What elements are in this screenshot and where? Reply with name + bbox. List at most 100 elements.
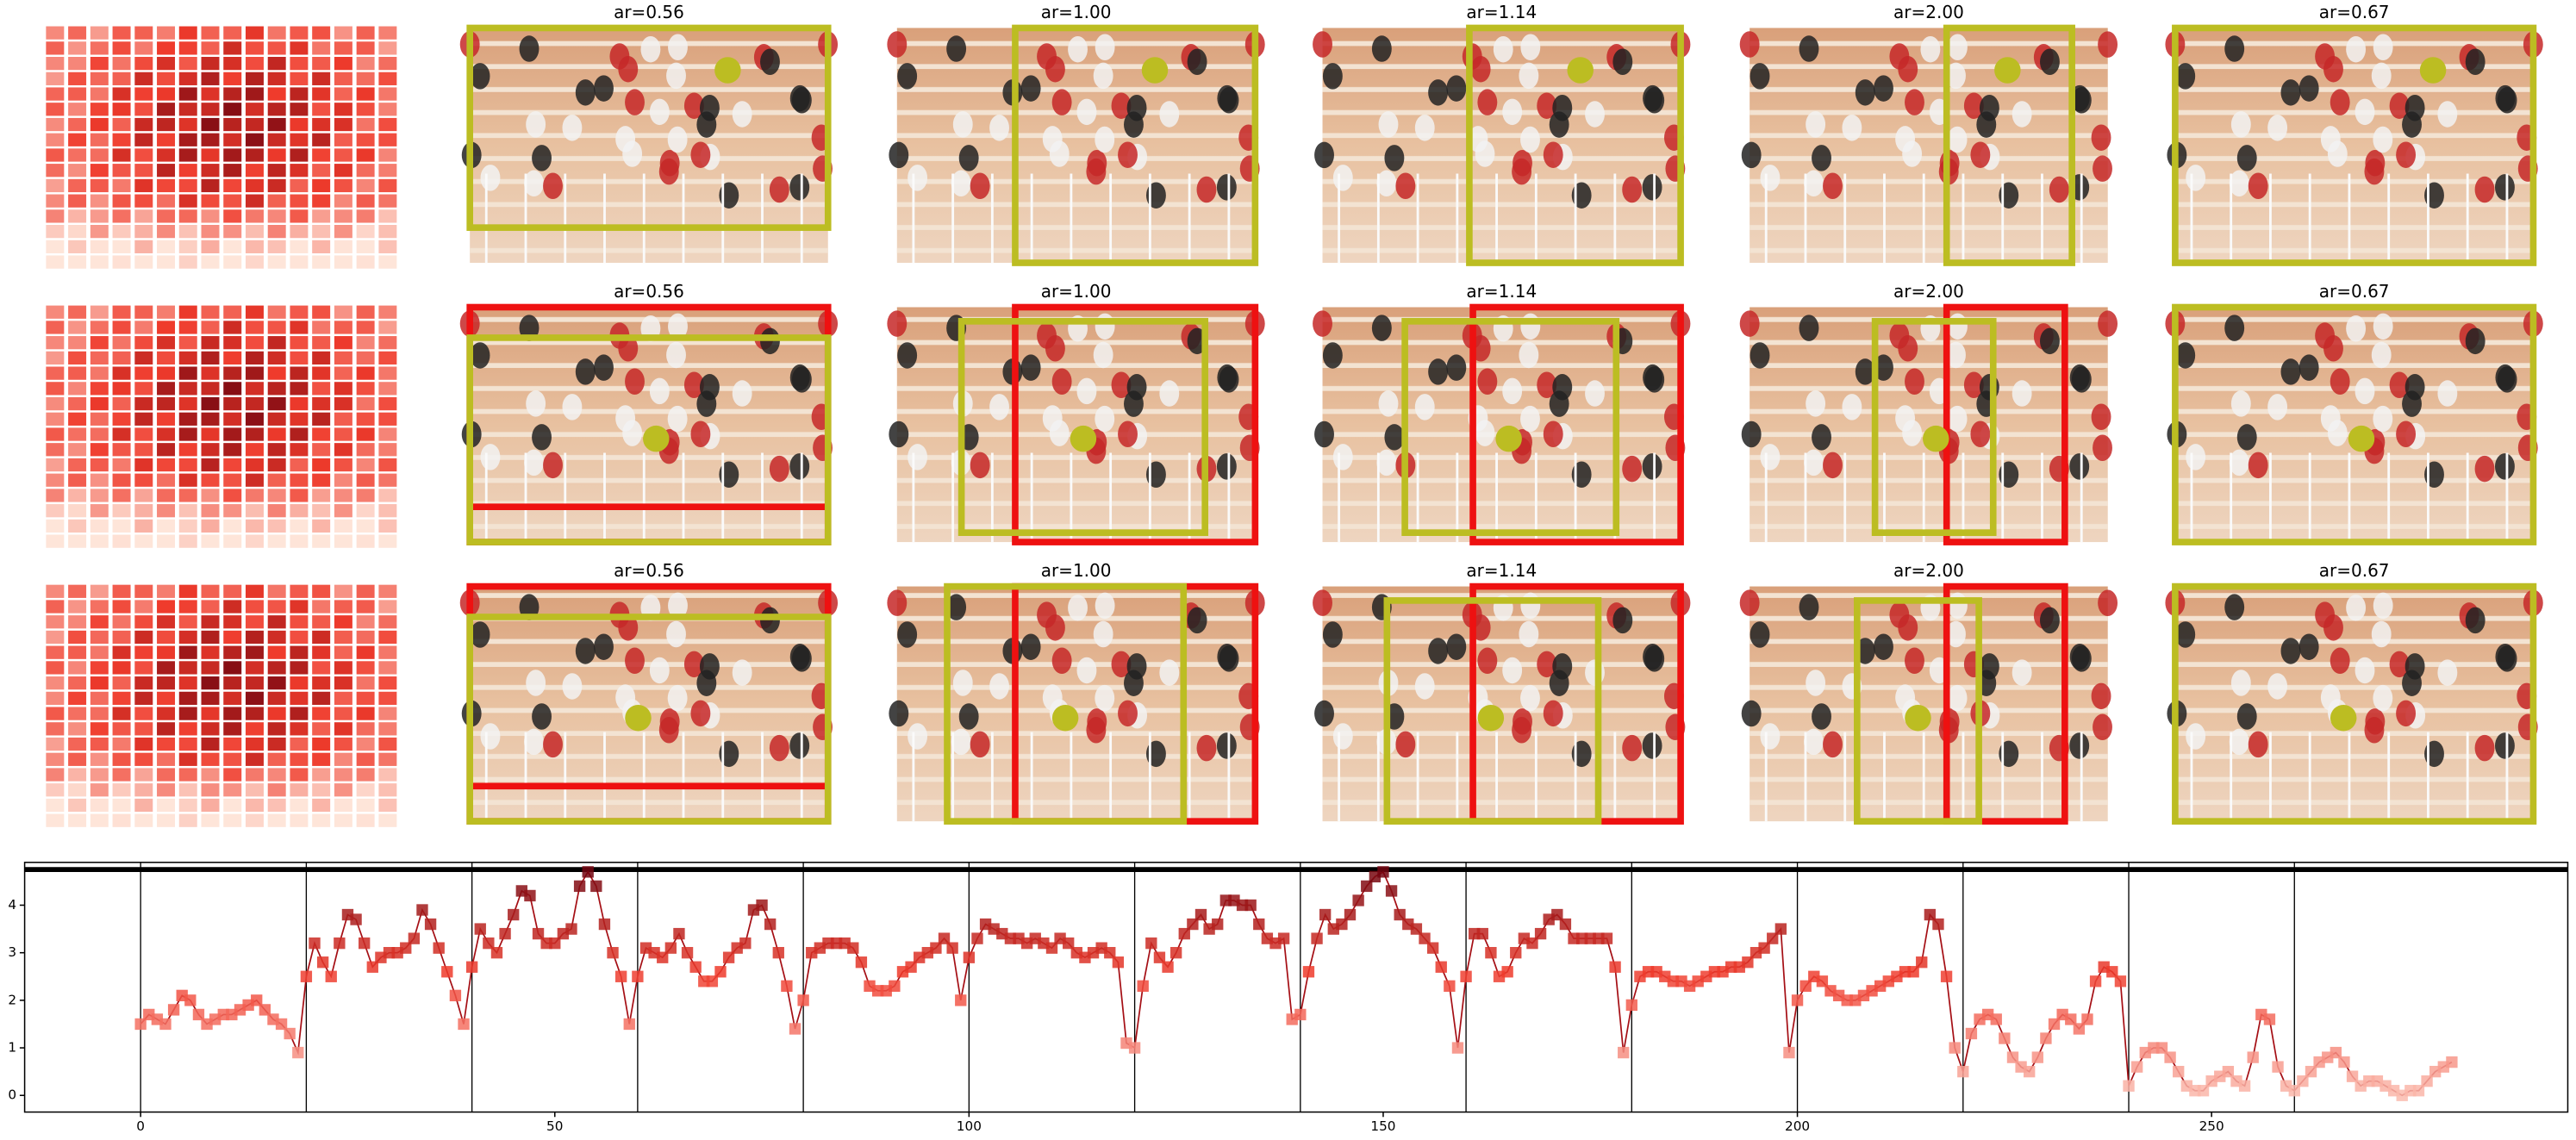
photo-person	[1895, 684, 1916, 711]
heatmap-cell	[378, 336, 397, 350]
heatmap-cell	[201, 783, 220, 797]
heatmap-cell	[134, 798, 153, 813]
heatmap-cell	[112, 676, 131, 690]
heatmap-cell	[378, 240, 397, 253]
photo-person	[1095, 34, 1115, 61]
heatmap-cell	[112, 798, 131, 813]
heatmap-cell	[157, 813, 176, 827]
photo-person	[1823, 452, 1843, 479]
marker	[508, 908, 520, 921]
photo-person	[2098, 310, 2118, 337]
heatmap-cell	[46, 26, 65, 40]
heatmap-cell	[356, 534, 375, 548]
heatmap-cell	[334, 676, 352, 690]
x-tick-label: 250	[2199, 1118, 2224, 1134]
heatmap-cell	[178, 768, 197, 782]
panel-title: ar=1.14	[1466, 560, 1537, 581]
photo-person	[1216, 453, 1237, 480]
photo-person	[1322, 621, 1343, 648]
heatmap-cell	[245, 600, 264, 614]
photo-person	[1219, 87, 1239, 114]
heatmap-cell	[68, 117, 87, 132]
heatmap-cell	[378, 56, 397, 71]
heatmap-cell	[46, 707, 65, 720]
photo-person	[1118, 141, 1138, 168]
panel-title: ar=1.00	[1041, 281, 1112, 302]
heatmap-cell	[223, 305, 242, 319]
heatmap-cell	[223, 752, 242, 766]
box	[1383, 597, 1602, 825]
heatmap-cell	[68, 645, 87, 659]
heatmap-cell	[245, 504, 264, 518]
heatmap-cell	[312, 813, 331, 827]
photo-person	[1118, 700, 1138, 727]
heatmap-cell	[290, 255, 309, 269]
heatmap-cell	[201, 117, 220, 132]
marker	[2305, 1065, 2317, 1078]
heatmap-cell	[356, 26, 375, 40]
heatmap-cell	[90, 56, 109, 71]
photo-person	[1051, 647, 1072, 675]
photo-person	[1963, 371, 1984, 399]
photo-person	[1585, 659, 1605, 686]
marker	[316, 956, 329, 969]
photo-person	[1037, 322, 1057, 349]
photo-person	[699, 374, 720, 401]
heatmap-cell	[245, 148, 264, 162]
marker	[673, 927, 685, 940]
heatmap-cell	[245, 783, 264, 797]
photo-person	[1371, 315, 1392, 341]
heatmap-cell	[267, 133, 286, 146]
heatmap-cell	[178, 412, 197, 426]
heatmap-cell	[290, 600, 309, 614]
heatmap-cell	[378, 224, 397, 239]
panel-title: ar=0.67	[2319, 281, 2390, 302]
heatmap-cell	[112, 224, 131, 239]
heatmap-cell	[68, 584, 87, 598]
photo-person	[1111, 92, 1132, 119]
heatmap-cell	[157, 534, 176, 548]
heatmap-cell	[356, 305, 375, 319]
heatmap-cell	[245, 427, 264, 441]
heatmap-cell	[46, 255, 65, 269]
heatmap-cell	[223, 798, 242, 813]
heatmap-cell	[267, 321, 286, 334]
photo-person	[1159, 380, 1180, 407]
heatmap-cell	[223, 336, 242, 350]
heatmap-cell	[267, 72, 286, 85]
heatmap-cell	[201, 396, 220, 411]
marker	[275, 1018, 288, 1031]
heatmap-cell	[378, 382, 397, 396]
heatmap-cell	[134, 224, 153, 239]
heatmap-cell	[112, 26, 131, 40]
photo-person	[1428, 638, 1449, 664]
heatmap-cell	[245, 473, 264, 487]
heatmap-cell	[46, 148, 65, 162]
heatmap-cell	[46, 752, 65, 766]
heatmap-cell	[378, 148, 397, 162]
photo-person	[2298, 354, 2319, 381]
photo-person	[2355, 377, 2375, 405]
photo-person	[2298, 633, 2319, 660]
photo-person	[1395, 731, 1416, 758]
heatmap-cell	[223, 382, 242, 396]
heatmap-cell	[334, 600, 352, 614]
heatmap-cell	[90, 41, 109, 55]
heatmap-cell	[134, 768, 153, 782]
photo-person	[2093, 434, 2112, 461]
photo-person	[2389, 92, 2410, 119]
heatmap-cell	[178, 615, 197, 629]
panel-title: ar=1.00	[1041, 560, 1112, 581]
photo-person	[908, 444, 928, 470]
marker	[449, 989, 462, 1002]
marker	[2263, 1013, 2276, 1025]
photo-person	[1196, 176, 1217, 203]
marker	[764, 918, 777, 931]
heatmap-cell	[68, 255, 87, 269]
heatmap-cell	[90, 600, 109, 614]
photo-person	[2175, 342, 2196, 369]
photo-person	[1314, 700, 1334, 727]
marker	[1949, 1042, 1961, 1054]
photo-person	[1187, 48, 1207, 76]
heatmap-cell	[223, 707, 242, 720]
